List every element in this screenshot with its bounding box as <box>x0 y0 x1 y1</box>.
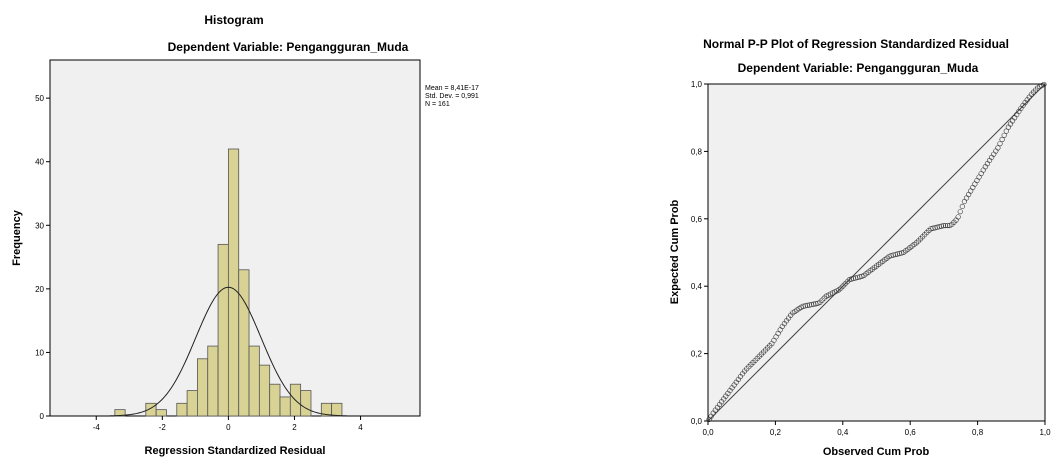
histogram-bar <box>258 364 271 417</box>
x-tick-label: 0,0 <box>702 428 714 437</box>
histogram-bar <box>207 345 219 417</box>
pp-plot-subtitle: Dependent Variable: Pengangguran_Muda <box>738 61 979 75</box>
pp-plot-y-label: Expected Cum Prob <box>669 199 681 304</box>
pp-point <box>804 302 811 309</box>
pp-plot-title: Normal P-P Plot of Regression Standardiz… <box>703 37 1009 51</box>
pp-point <box>1001 132 1007 138</box>
pp-point <box>1003 128 1009 134</box>
histogram-bar <box>197 358 209 417</box>
pp-point <box>938 223 944 229</box>
histogram-bar <box>248 345 260 417</box>
histogram-bar <box>269 383 281 417</box>
pp-point <box>1041 81 1047 88</box>
x-tick-label: -4 <box>93 423 101 432</box>
x-tick-label: 0,6 <box>905 428 917 437</box>
histogram-bar <box>186 390 198 417</box>
pp-point <box>955 214 961 220</box>
y-tick-label: 30 <box>35 221 44 230</box>
histogram-bar <box>238 269 250 417</box>
x-tick-label: 4 <box>358 423 363 432</box>
histogram-title: Histogram <box>204 13 263 27</box>
histogram-bars <box>114 148 343 417</box>
pp-point <box>957 209 963 215</box>
y-tick-label: 40 <box>35 158 44 167</box>
x-tick-label: 0 <box>226 423 231 432</box>
pp-point <box>940 223 947 229</box>
reference-line <box>707 83 1046 422</box>
histogram-y-label: Frequency <box>11 209 23 266</box>
pp-y-ticks: 0,0 0,2 0,4 0,6 0,8 1,0 <box>691 80 708 426</box>
pp-point <box>806 302 813 308</box>
pp-point <box>942 222 949 229</box>
histogram-bar <box>155 409 167 417</box>
pp-point <box>995 145 1001 151</box>
histogram-bar <box>331 402 343 417</box>
pp-points <box>706 81 1047 423</box>
histogram-bar <box>227 148 240 417</box>
pp-plot-x-label: Observed Cum Prob <box>823 446 930 458</box>
histogram-bar <box>176 402 188 417</box>
y-tick-label: 0,0 <box>691 417 703 426</box>
y-tick-label: 0,6 <box>691 215 703 224</box>
stat-n: N = 161 <box>425 101 450 108</box>
histogram-x-ticks: -4 -2 0 2 4 <box>93 416 363 432</box>
histogram-bar <box>217 243 229 417</box>
pp-point <box>997 141 1003 147</box>
x-tick-label: 0,4 <box>837 428 849 437</box>
normal-curve <box>109 286 348 417</box>
y-tick-label: 20 <box>35 285 44 294</box>
pp-x-ticks: 0,0 0,2 0,4 0,6 0,8 1,0 <box>702 421 1051 437</box>
y-tick-label: 0 <box>40 412 45 421</box>
x-tick-label: -2 <box>159 423 167 432</box>
y-tick-label: 1,0 <box>691 80 703 89</box>
y-tick-label: 50 <box>35 94 44 103</box>
pp-plot-chart: Normal P-P Plot of Regression Standardiz… <box>669 37 1051 458</box>
histogram-chart: Histogram Dependent Variable: Penganggur… <box>11 13 479 457</box>
histogram-bar <box>114 409 126 417</box>
x-tick-label: 2 <box>292 423 297 432</box>
y-tick-label: 10 <box>35 348 44 357</box>
histogram-subtitle: Dependent Variable: Pengangguran_Muda <box>168 40 409 54</box>
pp-point <box>899 250 905 256</box>
histogram-bar <box>279 396 291 417</box>
histogram-stats: Mean = 8,41E-17 Std. Dev. = 0,991 N = 16… <box>425 85 479 108</box>
x-tick-label: 0,8 <box>972 428 984 437</box>
histogram-bar <box>300 390 312 417</box>
pp-point <box>959 203 965 210</box>
histogram-y-ticks: 0 10 20 30 40 50 <box>35 94 50 421</box>
stat-std-dev: Std. Dev. = 0,991 <box>425 93 479 100</box>
y-tick-label: 0,8 <box>691 147 703 156</box>
pp-point <box>999 136 1005 143</box>
y-tick-label: 0,2 <box>691 350 703 359</box>
stat-mean: Mean = 8,41E-17 <box>425 85 479 92</box>
x-tick-label: 1,0 <box>1039 428 1051 437</box>
y-tick-label: 0,4 <box>691 282 703 291</box>
x-tick-label: 0,2 <box>770 428 782 437</box>
histogram-x-label: Regression Standardized Residual <box>145 445 326 457</box>
